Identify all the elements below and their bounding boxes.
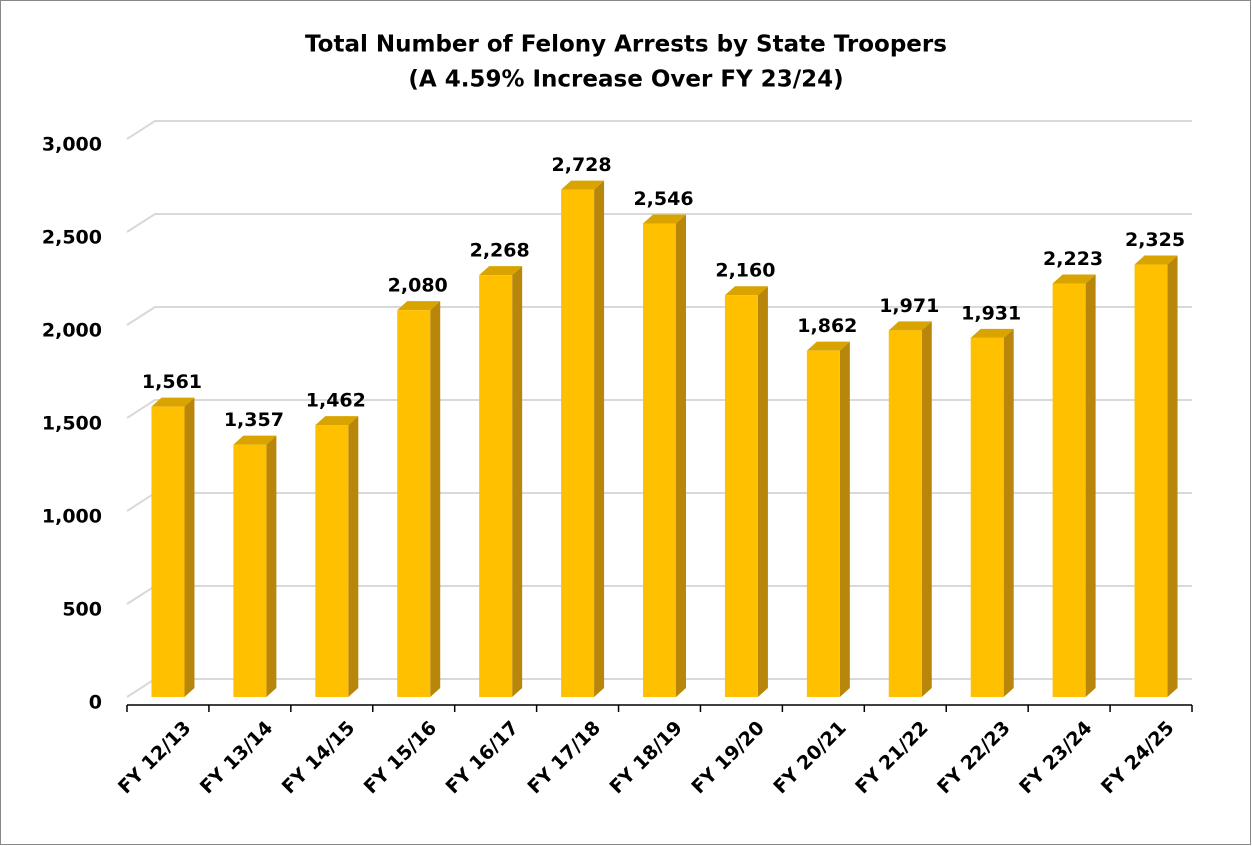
bar-top [1134,255,1178,265]
bar-side [430,301,441,697]
bar-top [888,321,932,331]
bar [151,397,195,697]
data-label: 2,080 [388,275,448,297]
bar-side [266,435,277,697]
grid-line [126,213,1192,233]
data-label: 2,325 [1125,229,1185,251]
bar-top [643,214,686,224]
bar-top [151,397,195,407]
bar-front [561,189,595,698]
bar-front [397,310,431,697]
bar-side [1167,255,1178,698]
y-tick-label: 1,500 [42,413,102,435]
bar-front [724,295,758,697]
bar [561,180,605,698]
data-label: 2,223 [1043,248,1103,270]
bar [479,266,523,697]
y-tick-label: 3,000 [42,134,102,156]
y-tick-label: 2,500 [42,227,102,249]
bar-front [151,406,185,697]
chart-subtitle: (A 4.59% Increase Over FY 23/24) [408,67,843,93]
chart-title: Total Number of Felony Arrests by State … [305,32,947,58]
bar-top [315,416,359,426]
bar-side [839,341,850,697]
bar-front [643,223,676,697]
bar [643,214,686,697]
y-tick-label: 500 [62,599,102,621]
bar-top [724,286,768,296]
bar [724,286,768,697]
bar-front [233,444,267,697]
bar-side [1003,328,1014,697]
bar-side [594,180,605,698]
data-label: 1,931 [961,302,1021,324]
data-label: 2,268 [470,240,530,262]
bar-front [1134,264,1168,697]
bar [806,341,850,697]
bar [233,435,277,697]
data-label: 1,862 [797,315,857,337]
data-label: 1,971 [879,295,939,317]
bar-top [806,341,850,351]
bar-top [970,328,1014,338]
bar [888,321,932,697]
bar-front [970,337,1004,697]
grid-line [126,120,1192,140]
bar-top [397,301,441,311]
y-tick-label: 2,000 [42,320,102,342]
bar-side [184,397,195,697]
bar-side [921,321,932,697]
bar [970,328,1014,697]
bar-side [348,416,359,697]
data-label: 1,561 [142,371,202,393]
bar [397,301,441,697]
y-tick-label: 1,000 [42,506,102,528]
data-label: 2,546 [633,188,693,210]
bar [1134,255,1178,698]
bar-side [757,286,768,697]
data-label: 1,462 [306,390,366,412]
bar-top [233,435,277,445]
bar-side [1085,274,1096,697]
bar [1052,274,1096,697]
bar-top [1052,274,1096,284]
bar-front [315,425,349,697]
y-tick-label: 0 [89,692,102,714]
data-label: 2,728 [552,154,612,176]
bar-side [676,214,686,697]
data-label: 2,160 [715,260,775,282]
grid-line [126,306,1192,326]
bar-front [479,275,513,697]
bar-front [888,330,922,697]
bar-top [561,180,605,190]
data-label: 1,357 [224,409,284,431]
bar-front [1052,283,1086,697]
bar-front [806,350,840,697]
bar-side [512,266,523,697]
bar [315,416,359,697]
bar-top [479,266,523,276]
